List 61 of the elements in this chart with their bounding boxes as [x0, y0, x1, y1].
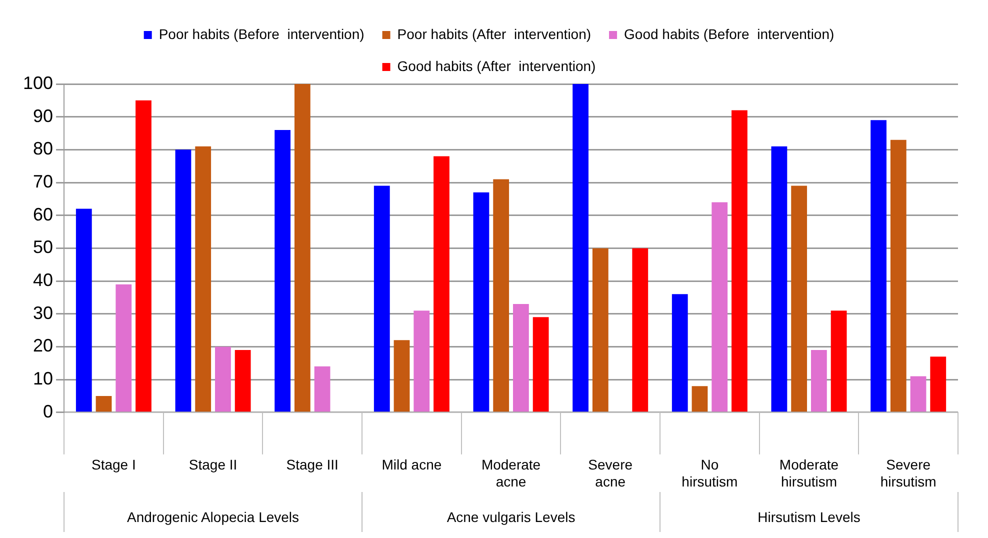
bar — [195, 146, 212, 412]
x-tick-label: Moderate acne — [481, 456, 541, 490]
bar — [274, 130, 291, 412]
x-tick-label: Moderate hirsutism — [779, 456, 839, 490]
bar — [672, 294, 688, 412]
bar — [314, 366, 330, 412]
legend-label: Poor habits (After intervention) — [397, 26, 592, 42]
x-tick-label: Mild acne — [382, 456, 442, 473]
x-tick-label: Severe hirsutism — [880, 456, 936, 490]
bar — [374, 186, 390, 412]
x-tick-label: Severe acne — [588, 456, 633, 490]
y-tick-label: 60 — [33, 204, 54, 224]
bar — [910, 376, 926, 412]
bar — [890, 140, 906, 412]
bar — [870, 120, 886, 412]
x-tick-label: Stage III — [286, 456, 338, 473]
bar — [234, 350, 251, 412]
legend-label: Good habits (After intervention) — [397, 58, 596, 74]
legend-label: Poor habits (Before intervention) — [158, 26, 364, 42]
bar — [592, 248, 608, 412]
bar — [434, 156, 450, 412]
y-tick-label: 10 — [33, 368, 54, 389]
bar — [96, 396, 112, 412]
bar — [473, 192, 490, 412]
y-tick-label: 100 — [22, 72, 54, 93]
y-tick-label: 90 — [33, 106, 54, 126]
bar — [791, 186, 808, 412]
bar — [394, 340, 410, 412]
bar — [830, 310, 847, 412]
bar — [215, 346, 231, 412]
bar — [414, 310, 430, 412]
y-tick-label: 20 — [33, 336, 54, 356]
bar — [712, 202, 728, 412]
x-tick-label: Stage II — [188, 456, 238, 473]
bar — [930, 356, 946, 412]
y-tick-label: 0 — [43, 401, 54, 422]
text: Hirsutism Levels — [758, 508, 860, 525]
bar — [810, 350, 827, 412]
bar — [513, 304, 529, 412]
bar — [572, 84, 588, 412]
bar — [532, 317, 549, 412]
bar — [76, 208, 92, 412]
bar — [493, 179, 510, 412]
bar — [294, 84, 310, 412]
legend-label: Good habits (Before intervention) — [624, 26, 834, 42]
text: Acne vulgaris Levels — [446, 508, 576, 525]
bar — [732, 110, 748, 412]
y-tick-label: 40 — [33, 270, 54, 290]
bar — [175, 150, 192, 412]
bar — [116, 284, 132, 412]
bar — [632, 248, 648, 412]
y-tick-label: 70 — [33, 171, 54, 192]
y-tick-label: 80 — [33, 138, 54, 159]
x-tick-label: No hirsutism — [682, 456, 738, 490]
bar — [136, 100, 152, 412]
text: Androgenic Alopecia Levels — [127, 508, 300, 525]
bar — [692, 386, 708, 412]
bar — [771, 146, 788, 412]
x-tick-label: Stage I — [92, 456, 136, 473]
y-tick-label: 50 — [33, 237, 54, 258]
y-tick-label: 30 — [33, 302, 54, 323]
